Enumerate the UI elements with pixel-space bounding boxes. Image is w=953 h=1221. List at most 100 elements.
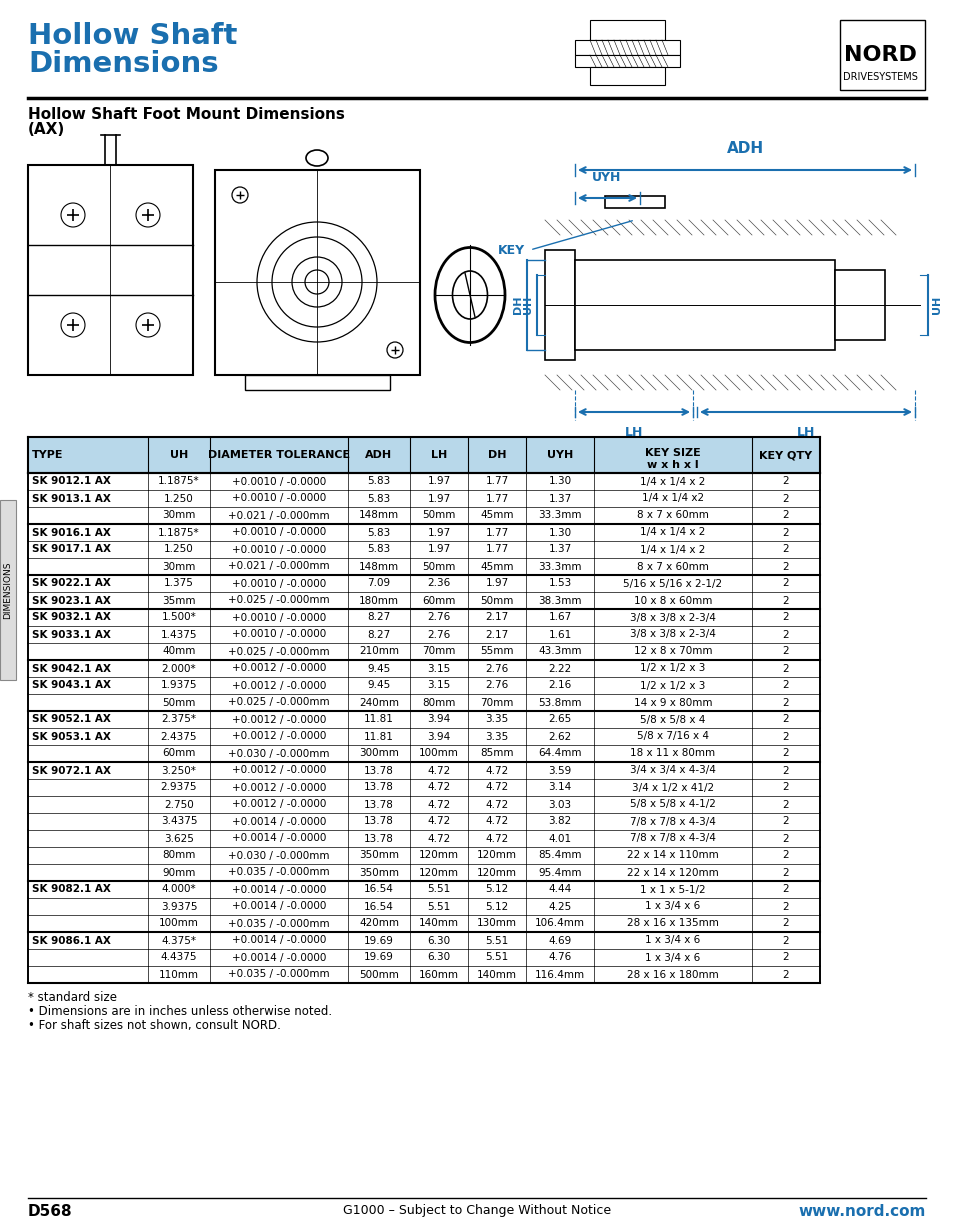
Text: 5/16 x 5/16 x 2-1/2: 5/16 x 5/16 x 2-1/2 bbox=[622, 579, 721, 589]
Text: 4.01: 4.01 bbox=[548, 834, 571, 844]
Text: 2: 2 bbox=[781, 545, 788, 554]
Text: 7/8 x 7/8 x 4-3/4: 7/8 x 7/8 x 4-3/4 bbox=[629, 817, 715, 827]
Text: 5.12: 5.12 bbox=[485, 901, 508, 912]
Bar bbox=[604, 197, 664, 208]
Text: +0.025 / -0.000mm: +0.025 / -0.000mm bbox=[228, 697, 330, 707]
Text: 19.69: 19.69 bbox=[364, 952, 394, 962]
Text: 55mm: 55mm bbox=[479, 646, 514, 657]
Text: +0.0010 / -0.0000: +0.0010 / -0.0000 bbox=[232, 527, 326, 537]
Text: w x h x l: w x h x l bbox=[646, 460, 699, 470]
Bar bbox=[575, 55, 679, 67]
Text: +0.0012 / -0.0000: +0.0012 / -0.0000 bbox=[232, 783, 326, 792]
Text: LH: LH bbox=[624, 426, 642, 440]
Text: KEY SIZE: KEY SIZE bbox=[644, 448, 700, 458]
Text: 148mm: 148mm bbox=[358, 562, 398, 571]
Text: 3.03: 3.03 bbox=[548, 800, 571, 810]
Text: 1/4 x 1/4 x 2: 1/4 x 1/4 x 2 bbox=[639, 527, 705, 537]
Text: 1.250: 1.250 bbox=[164, 493, 193, 503]
Text: +0.0012 / -0.0000: +0.0012 / -0.0000 bbox=[232, 714, 326, 724]
Text: 2: 2 bbox=[781, 493, 788, 503]
Text: KEY QTY: KEY QTY bbox=[759, 451, 812, 460]
Text: 85mm: 85mm bbox=[479, 748, 514, 758]
Text: 64.4mm: 64.4mm bbox=[537, 748, 581, 758]
FancyBboxPatch shape bbox=[28, 165, 193, 375]
Bar bbox=[575, 40, 679, 55]
Text: 13.78: 13.78 bbox=[364, 766, 394, 775]
Text: 1.375: 1.375 bbox=[164, 579, 193, 589]
Text: 4.25: 4.25 bbox=[548, 901, 571, 912]
Text: 2: 2 bbox=[781, 562, 788, 571]
Text: SK 9013.1 AX: SK 9013.1 AX bbox=[32, 493, 111, 503]
Text: G1000 – Subject to Change Without Notice: G1000 – Subject to Change Without Notice bbox=[342, 1204, 611, 1217]
Text: +0.0012 / -0.0000: +0.0012 / -0.0000 bbox=[232, 680, 326, 691]
Text: 1 x 3/4 x 6: 1 x 3/4 x 6 bbox=[644, 952, 700, 962]
Bar bbox=[834, 270, 884, 339]
Text: 2: 2 bbox=[781, 579, 788, 589]
Text: 80mm: 80mm bbox=[162, 851, 195, 861]
Text: 5.12: 5.12 bbox=[485, 884, 508, 895]
Text: KEY: KEY bbox=[497, 243, 524, 256]
Text: ADH: ADH bbox=[725, 140, 762, 156]
Text: 13.78: 13.78 bbox=[364, 800, 394, 810]
Text: 14 x 9 x 80mm: 14 x 9 x 80mm bbox=[633, 697, 712, 707]
Text: 2: 2 bbox=[781, 527, 788, 537]
Text: UYH: UYH bbox=[546, 451, 573, 460]
Text: 18 x 11 x 80mm: 18 x 11 x 80mm bbox=[630, 748, 715, 758]
Text: UH: UH bbox=[170, 451, 188, 460]
Text: 2.76: 2.76 bbox=[485, 663, 508, 674]
Text: UYH: UYH bbox=[592, 171, 621, 184]
Text: 4.375*: 4.375* bbox=[161, 935, 196, 945]
Text: 22 x 14 x 110mm: 22 x 14 x 110mm bbox=[626, 851, 719, 861]
Text: 1.97: 1.97 bbox=[427, 493, 450, 503]
Text: (AX): (AX) bbox=[28, 122, 65, 137]
Text: 140mm: 140mm bbox=[476, 969, 517, 979]
Text: 3/4 x 1/2 x 41/2: 3/4 x 1/2 x 41/2 bbox=[631, 783, 713, 792]
Text: 2: 2 bbox=[781, 834, 788, 844]
Text: 60mm: 60mm bbox=[162, 748, 195, 758]
Text: 4.72: 4.72 bbox=[427, 800, 450, 810]
Text: 43.3mm: 43.3mm bbox=[537, 646, 581, 657]
Text: 2.750: 2.750 bbox=[164, 800, 193, 810]
Text: 2.17: 2.17 bbox=[485, 613, 508, 623]
Text: 16.54: 16.54 bbox=[364, 901, 394, 912]
Text: 2.36: 2.36 bbox=[427, 579, 450, 589]
Text: 1.77: 1.77 bbox=[485, 545, 508, 554]
Text: 3.9375: 3.9375 bbox=[161, 901, 197, 912]
Text: 60mm: 60mm bbox=[422, 596, 456, 606]
Text: 116.4mm: 116.4mm bbox=[535, 969, 584, 979]
Text: 3/8 x 3/8 x 2-3/4: 3/8 x 3/8 x 2-3/4 bbox=[629, 613, 715, 623]
Text: 50mm: 50mm bbox=[422, 562, 456, 571]
Bar bbox=[589, 20, 664, 40]
Text: 2: 2 bbox=[781, 817, 788, 827]
Text: 2.4375: 2.4375 bbox=[161, 731, 197, 741]
Text: 35mm: 35mm bbox=[162, 596, 195, 606]
Text: 4.4375: 4.4375 bbox=[161, 952, 197, 962]
Text: 2: 2 bbox=[781, 766, 788, 775]
Text: 2: 2 bbox=[781, 867, 788, 878]
Text: 2: 2 bbox=[781, 697, 788, 707]
Text: 5/8 x 7/16 x 4: 5/8 x 7/16 x 4 bbox=[637, 731, 708, 741]
Text: 2: 2 bbox=[781, 952, 788, 962]
Bar bbox=[0, 501, 16, 680]
Text: 8 x 7 x 60mm: 8 x 7 x 60mm bbox=[637, 562, 708, 571]
Text: 10 x 8 x 60mm: 10 x 8 x 60mm bbox=[633, 596, 712, 606]
Text: 13.78: 13.78 bbox=[364, 783, 394, 792]
Bar bbox=[544, 250, 575, 360]
Text: SK 9023.1 AX: SK 9023.1 AX bbox=[32, 596, 111, 606]
Text: 5.51: 5.51 bbox=[485, 952, 508, 962]
Bar bbox=[589, 67, 664, 85]
Text: +0.0012 / -0.0000: +0.0012 / -0.0000 bbox=[232, 731, 326, 741]
Text: 5.51: 5.51 bbox=[427, 884, 450, 895]
Text: 3.15: 3.15 bbox=[427, 680, 450, 691]
Text: 350mm: 350mm bbox=[358, 851, 398, 861]
Text: 1.77: 1.77 bbox=[485, 493, 508, 503]
Text: 2: 2 bbox=[781, 783, 788, 792]
Text: 2: 2 bbox=[781, 748, 788, 758]
Text: 4.72: 4.72 bbox=[427, 834, 450, 844]
Text: 1.30: 1.30 bbox=[548, 476, 571, 486]
Text: 3/4 x 3/4 x 4-3/4: 3/4 x 3/4 x 4-3/4 bbox=[629, 766, 715, 775]
Text: +0.0014 / -0.0000: +0.0014 / -0.0000 bbox=[232, 817, 326, 827]
Text: 180mm: 180mm bbox=[358, 596, 398, 606]
Ellipse shape bbox=[435, 248, 504, 343]
Text: 16.54: 16.54 bbox=[364, 884, 394, 895]
